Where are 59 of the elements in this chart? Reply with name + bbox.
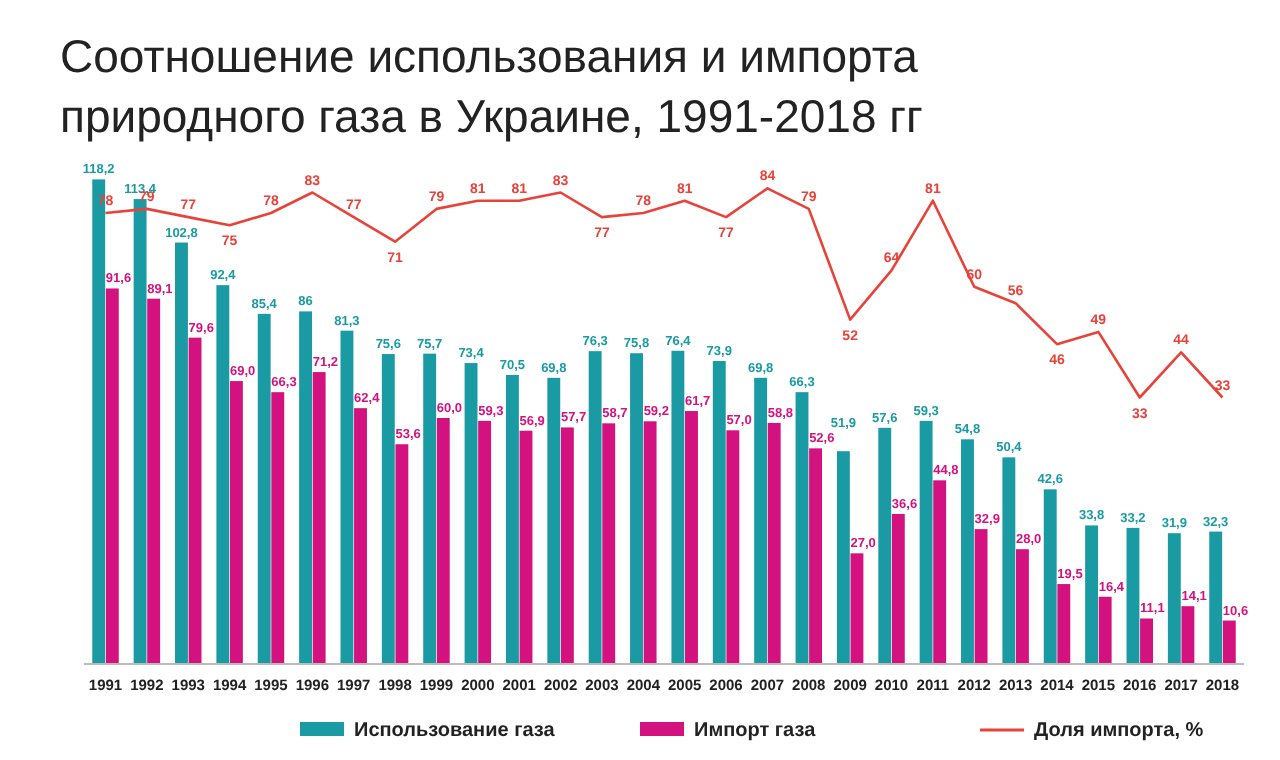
bar bbox=[809, 448, 823, 664]
bar bbox=[1015, 549, 1029, 664]
bar bbox=[381, 354, 395, 664]
bar bbox=[1002, 457, 1016, 664]
bar bbox=[767, 422, 781, 664]
bar bbox=[505, 374, 519, 664]
bar bbox=[423, 353, 437, 664]
bar bbox=[1126, 527, 1140, 664]
bar bbox=[850, 553, 864, 664]
bar bbox=[1098, 596, 1112, 664]
bar bbox=[933, 480, 947, 664]
chart-title: Соотношение использования и импорта природного газа в Украине, 1991-2018 гг bbox=[60, 30, 923, 142]
bar bbox=[1140, 618, 1153, 664]
bar bbox=[712, 361, 726, 664]
bar bbox=[257, 313, 271, 664]
bar bbox=[1209, 531, 1223, 664]
bar bbox=[478, 420, 492, 664]
bar bbox=[1085, 525, 1099, 664]
bar bbox=[974, 529, 988, 664]
bar bbox=[643, 421, 657, 664]
bar bbox=[754, 377, 768, 664]
bar bbox=[1043, 489, 1057, 664]
bar bbox=[726, 430, 740, 664]
bar bbox=[229, 381, 243, 664]
bar bbox=[1057, 584, 1071, 664]
bar bbox=[354, 408, 367, 664]
bar bbox=[436, 418, 450, 664]
bar bbox=[547, 377, 561, 664]
bar bbox=[175, 242, 188, 664]
bar bbox=[105, 288, 119, 664]
bar bbox=[560, 427, 574, 664]
bar bbox=[602, 423, 616, 664]
bar bbox=[1181, 606, 1195, 664]
bar bbox=[216, 285, 230, 664]
bar bbox=[188, 337, 202, 664]
legend-label: Использование газа bbox=[354, 720, 556, 742]
bar bbox=[795, 392, 809, 664]
bar bbox=[519, 430, 533, 664]
legend-label: Импорт газа bbox=[694, 720, 817, 742]
bar bbox=[464, 363, 478, 664]
bar bbox=[299, 311, 313, 664]
bar bbox=[147, 298, 161, 664]
bar bbox=[588, 351, 602, 664]
bar bbox=[961, 439, 974, 664]
bar bbox=[1222, 620, 1236, 664]
bar bbox=[919, 420, 933, 664]
legend-label: Доля импорта, % bbox=[1034, 720, 1204, 742]
bar bbox=[133, 199, 147, 664]
bar bbox=[312, 372, 326, 664]
bar bbox=[630, 353, 643, 664]
bar bbox=[671, 350, 685, 664]
bar bbox=[685, 411, 698, 664]
bar bbox=[271, 392, 285, 664]
bar bbox=[1167, 533, 1181, 664]
bar bbox=[395, 444, 409, 664]
bar bbox=[878, 427, 892, 664]
bar bbox=[891, 513, 905, 664]
bar bbox=[340, 330, 354, 664]
bar bbox=[836, 451, 850, 664]
